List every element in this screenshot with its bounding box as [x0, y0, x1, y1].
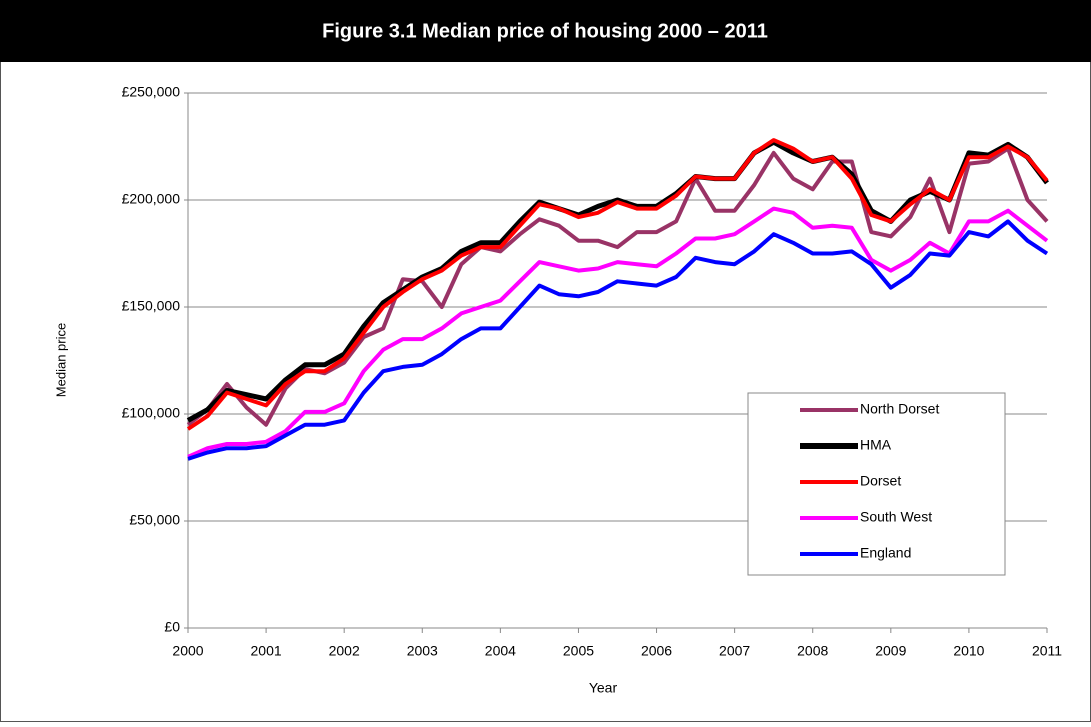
x-tick-label: 2009: [875, 643, 906, 659]
y-tick-label: £0: [164, 619, 180, 635]
x-tick-label: 2002: [329, 643, 360, 659]
x-tick-label: 2000: [172, 643, 203, 659]
x-tick-label: 2005: [563, 643, 594, 659]
legend-label: Dorset: [860, 473, 901, 489]
legend-label: North Dorset: [860, 401, 939, 417]
y-axis-label: Median price: [53, 323, 68, 397]
x-tick-label: 2003: [407, 643, 438, 659]
y-tick-label: £50,000: [129, 512, 180, 528]
legend-label: South West: [860, 509, 932, 525]
x-tick-label: 2004: [485, 643, 516, 659]
chart-title: Figure 3.1 Median price of housing 2000 …: [322, 20, 768, 42]
y-tick-label: £100,000: [122, 405, 181, 421]
x-tick-label: 2010: [953, 643, 984, 659]
x-axis-label: Year: [589, 680, 618, 696]
y-tick-label: £150,000: [122, 298, 181, 314]
x-tick-label: 2011: [1032, 643, 1062, 659]
y-tick-label: £250,000: [122, 84, 181, 100]
y-tick-label: £200,000: [122, 191, 181, 207]
x-tick-label: 2007: [719, 643, 750, 659]
series-line: [186, 139, 1049, 423]
title-bar: [0, 0, 1091, 62]
series-line: [187, 219, 1049, 461]
series-line: [187, 206, 1049, 459]
legend-label: HMA: [860, 437, 892, 453]
x-tick-label: 2008: [797, 643, 828, 659]
x-tick-label: 2001: [251, 643, 282, 659]
legend-box: [747, 392, 1006, 576]
x-tick-label: 2006: [641, 643, 672, 659]
legend-label: England: [860, 545, 911, 561]
series-line: [186, 138, 1049, 431]
series-line: [186, 146, 1049, 427]
